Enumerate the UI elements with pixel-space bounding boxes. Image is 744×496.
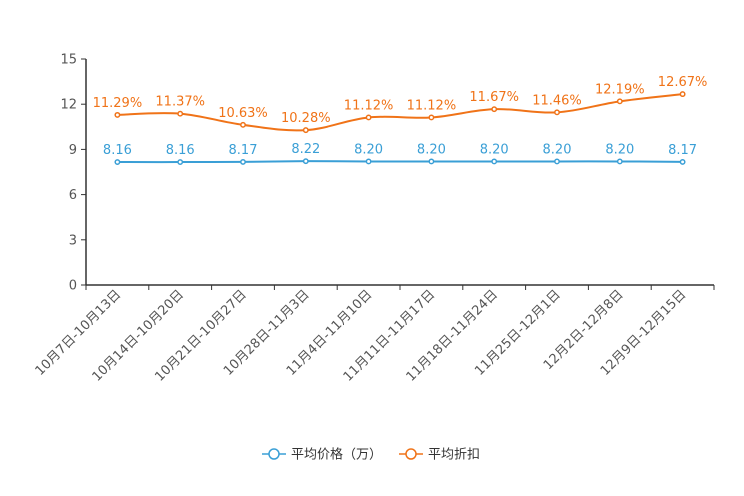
data-point (302, 127, 309, 134)
series-line-2 (117, 93, 683, 132)
data-label: 10.63% (218, 106, 268, 121)
data-label: 8.20 (354, 142, 383, 157)
data-label: 12.19% (595, 82, 645, 97)
data-label: 11.67% (469, 90, 519, 105)
data-label: 8.20 (605, 142, 634, 157)
y-tick-label: 15 (60, 53, 77, 68)
legend-label: 平均价格（万） (291, 447, 382, 463)
data-label: 11.12% (344, 98, 394, 113)
data-point (302, 158, 309, 165)
data-label: 10.28% (281, 111, 331, 126)
data-point (616, 98, 623, 105)
data-label: 12.67% (658, 75, 708, 90)
data-point (679, 158, 686, 165)
data-label: 8.16 (103, 143, 132, 158)
y-tick-label: 6 (69, 188, 77, 203)
data-point (240, 121, 246, 128)
data-point (365, 158, 372, 165)
data-point (114, 159, 121, 166)
data-label: 11.12% (407, 98, 457, 113)
legend-marker-icon (405, 448, 417, 460)
series-line-1 (117, 160, 683, 164)
data-point (177, 110, 184, 117)
data-label: 8.17 (229, 143, 258, 158)
data-point (365, 114, 372, 121)
y-tick-label: 12 (60, 98, 77, 113)
data-point (428, 114, 435, 121)
data-point (679, 91, 686, 98)
data-point (554, 158, 560, 165)
data-label: 8.17 (668, 143, 697, 158)
data-label: 11.29% (93, 96, 143, 111)
data-point (616, 158, 623, 165)
y-tick-label: 0 (69, 279, 77, 294)
data-label: 8.20 (543, 142, 572, 157)
y-tick-label: 9 (69, 143, 77, 158)
data-label: 8.20 (417, 142, 446, 157)
data-point (240, 158, 246, 165)
data-label: 8.22 (291, 142, 320, 157)
data-point (491, 158, 498, 165)
legend-marker-icon (268, 448, 280, 460)
data-point (554, 109, 560, 116)
y-tick-label: 3 (69, 233, 77, 248)
data-point (177, 159, 184, 166)
data-label: 8.16 (166, 143, 195, 158)
data-point (428, 158, 435, 165)
data-point (491, 106, 498, 113)
data-point (114, 111, 121, 118)
data-label: 11.46% (532, 93, 582, 108)
data-label: 11.37% (155, 95, 205, 110)
data-label: 8.20 (480, 142, 509, 157)
legend-label: 平均折扣 (428, 448, 480, 463)
